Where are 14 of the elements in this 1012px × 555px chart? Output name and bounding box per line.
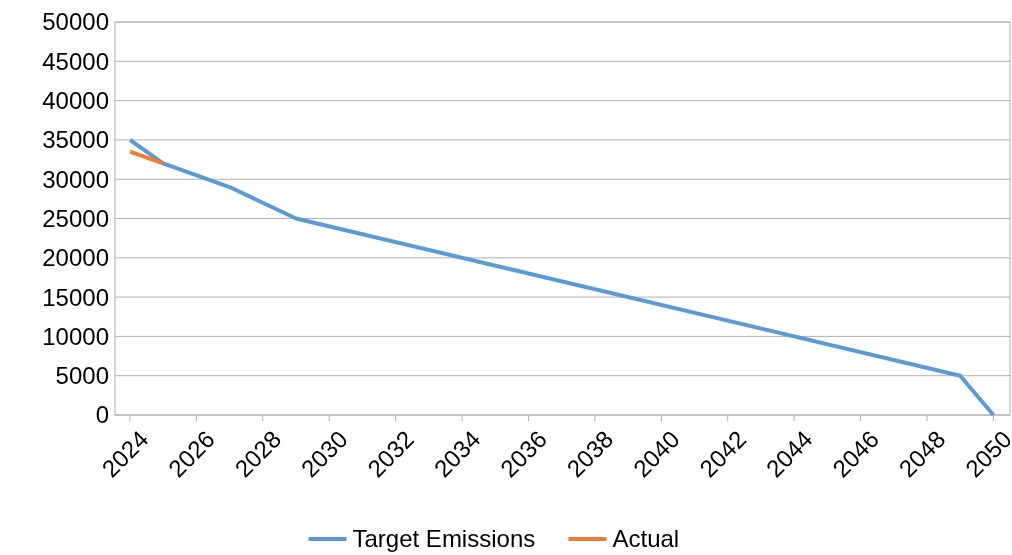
y-tick-label: 10000 — [42, 322, 109, 350]
y-tick-label: 45000 — [42, 47, 109, 75]
y-tick-label: 35000 — [42, 126, 109, 154]
y-tick-label: 5000 — [55, 362, 109, 390]
y-tick-label: 15000 — [42, 283, 109, 311]
y-tick-label: 25000 — [42, 204, 109, 232]
y-tick-label: 20000 — [42, 244, 109, 272]
legend-label: Actual — [612, 525, 680, 553]
legend-label: Target Emissions — [352, 525, 536, 553]
line-series — [127, 137, 996, 417]
y-tick-label: 0 — [95, 401, 109, 429]
y-tick-label: 30000 — [42, 165, 109, 193]
y-tick-label: 50000 — [42, 8, 109, 36]
y-tick-label: 40000 — [42, 87, 109, 114]
